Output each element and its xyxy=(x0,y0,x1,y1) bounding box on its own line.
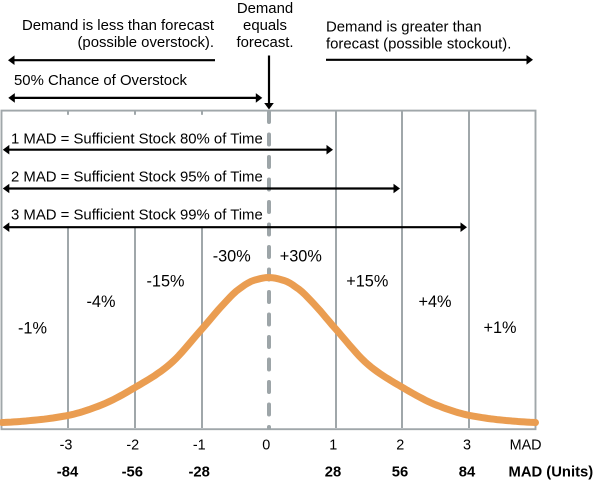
svg-text:3: 3 xyxy=(463,438,471,454)
svg-text:50% Chance of Overstock: 50% Chance of Overstock xyxy=(14,73,188,89)
svg-text:84: 84 xyxy=(459,464,476,480)
svg-text:MAD (Units): MAD (Units) xyxy=(509,464,594,480)
svg-text:+1%: +1% xyxy=(483,319,516,337)
svg-text:-15%: -15% xyxy=(146,273,184,291)
svg-text:-28: -28 xyxy=(189,464,210,480)
svg-text:Demand is less than forecast: Demand is less than forecast xyxy=(22,18,215,34)
svg-text:+15%: +15% xyxy=(346,273,388,291)
svg-text:-56: -56 xyxy=(122,464,143,480)
svg-text:-3: -3 xyxy=(60,438,73,454)
svg-text:-1%: -1% xyxy=(18,320,47,338)
svg-text:-1: -1 xyxy=(193,438,206,454)
svg-text:1 MAD = Sufficient Stock 80% o: 1 MAD = Sufficient Stock 80% of Time xyxy=(11,132,263,148)
svg-text:3 MAD = Sufficient Stock 99% o: 3 MAD = Sufficient Stock 99% of Time xyxy=(11,207,263,223)
svg-text:+30%: +30% xyxy=(280,248,322,266)
svg-text:forecast.: forecast. xyxy=(236,35,293,51)
svg-text:+4%: +4% xyxy=(418,293,451,311)
svg-text:Demand is greater than: Demand is greater than xyxy=(326,19,482,35)
svg-text:-30%: -30% xyxy=(213,248,251,266)
svg-text:56: 56 xyxy=(392,464,408,480)
svg-text:-84: -84 xyxy=(57,464,79,480)
svg-text:-2: -2 xyxy=(126,438,139,454)
svg-text:28: 28 xyxy=(325,464,341,480)
svg-text:1: 1 xyxy=(329,438,337,454)
svg-text:0: 0 xyxy=(262,438,270,454)
svg-text:(possible overstock).: (possible overstock). xyxy=(77,35,214,51)
svg-text:2: 2 xyxy=(396,438,404,454)
svg-text:MAD: MAD xyxy=(510,438,542,454)
svg-text:forecast (possible stockout).: forecast (possible stockout). xyxy=(326,37,511,53)
svg-text:2 MAD = Sufficient Stock 95% o: 2 MAD = Sufficient Stock 95% of Time xyxy=(11,169,263,185)
svg-text:equals: equals xyxy=(243,18,287,34)
svg-text:Demand: Demand xyxy=(237,1,293,17)
svg-text:-4%: -4% xyxy=(87,293,116,311)
